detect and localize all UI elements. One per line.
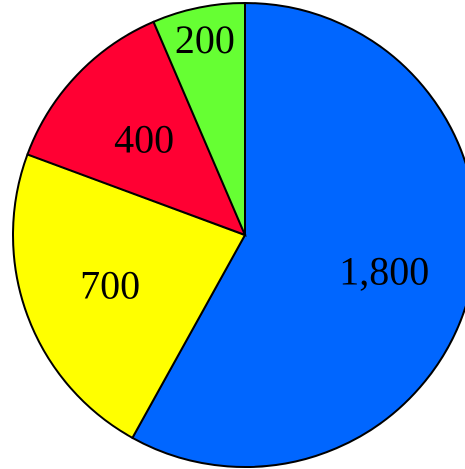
- pie-slice-2: [26, 20, 247, 237]
- pie-slice-label-0: 1,800: [339, 249, 429, 294]
- pie-slice-label-2: 400: [114, 117, 174, 162]
- pie-slice-1: [12, 153, 247, 440]
- pie-slice-3: [152, 1, 246, 236]
- pie-slices: [12, 1, 465, 468]
- pie-slice-0: [131, 1, 465, 468]
- pie-slice-label-3: 200: [175, 17, 235, 62]
- pie-labels: 1,800 700 400 200: [80, 17, 429, 307]
- pie-slice-label-1: 700: [80, 262, 140, 307]
